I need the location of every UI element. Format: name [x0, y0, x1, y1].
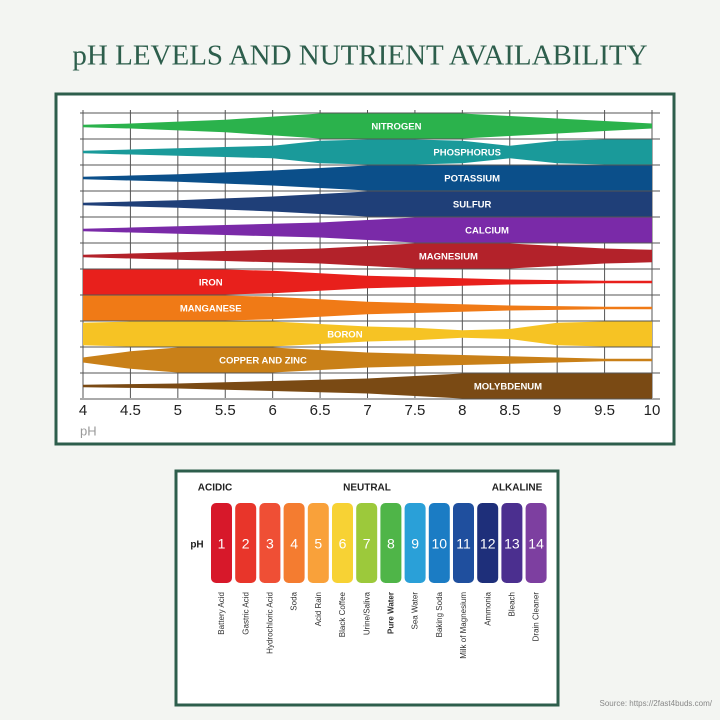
ph-number: 14: [528, 536, 544, 552]
x-tick-label: 4: [79, 402, 87, 419]
ph-number: 8: [387, 536, 395, 552]
band: [83, 165, 652, 191]
ph-pill: [380, 503, 402, 583]
band: [83, 321, 652, 347]
ph-example: Drain Cleaner: [532, 592, 541, 642]
ph-label: pH: [190, 540, 203, 551]
ph-example: Black Coffee: [338, 591, 347, 637]
x-tick-label: 6.5: [310, 402, 331, 419]
ph-number: 11: [456, 536, 471, 552]
ph-number: 4: [290, 536, 298, 552]
ph-number: 2: [242, 536, 250, 552]
ph-pill: [211, 503, 232, 583]
band-label: IRON: [199, 278, 223, 289]
ph-number: 3: [266, 536, 274, 552]
x-axis-label: pH: [80, 423, 97, 438]
band: [83, 217, 652, 243]
x-tick-label: 9.5: [594, 402, 615, 419]
band-label: COPPER AND ZINC: [219, 356, 307, 367]
ph-example: Gastric Acid: [241, 592, 250, 635]
ph-example: Ammonia: [483, 591, 492, 625]
ph-number: 13: [504, 536, 520, 552]
ph-number: 1: [218, 536, 226, 552]
band-label: NITROGEN: [371, 122, 421, 133]
band-label: POTASSIUM: [444, 174, 500, 185]
ph-pill: [307, 503, 329, 583]
ph-pill: [259, 503, 281, 583]
ph-example: Urine/Saliva: [362, 591, 371, 635]
x-tick-label: 7.5: [404, 402, 425, 419]
ph-example: Hydrochloric Acid: [266, 592, 275, 654]
ph-number: 12: [480, 536, 496, 552]
ph-example: Battery Acid: [217, 592, 226, 635]
ph-pill: [428, 503, 450, 583]
ph-pill: [453, 503, 474, 583]
x-tick-label: 8: [458, 402, 466, 419]
band: [83, 113, 652, 139]
band: [83, 373, 652, 399]
title: pH LEVELS AND NUTRIENT AVAILABILITY: [72, 40, 647, 72]
band-label: CALCIUM: [465, 226, 509, 237]
band: [83, 269, 652, 295]
ph-example: Milk of Magnesium: [459, 592, 468, 659]
ph-example: Baking Soda: [435, 591, 444, 637]
band: [83, 347, 652, 373]
x-tick-label: 10: [644, 402, 661, 419]
ph-number: 9: [411, 536, 419, 552]
x-tick-label: 5: [174, 402, 182, 419]
ph-example: Soda: [290, 591, 299, 610]
band-label: MANGANESE: [180, 304, 242, 315]
band: [83, 139, 652, 165]
ph-number: 6: [339, 536, 347, 552]
band-label: SULFUR: [453, 200, 492, 211]
band-label: MOLYBDENUM: [474, 382, 542, 393]
ph-example: Sea Water: [411, 592, 420, 630]
x-tick-label: 7: [363, 402, 371, 419]
ph-pill: [235, 503, 257, 583]
band-label: PHOSPHORUS: [433, 148, 501, 159]
band: [83, 243, 652, 269]
ph-number: 5: [314, 536, 322, 552]
ph-pill: [404, 503, 426, 583]
ph-number: 7: [363, 536, 371, 552]
band: [83, 191, 652, 217]
ph-pill: [501, 503, 523, 583]
x-tick-label: 8.5: [499, 402, 520, 419]
acidic-label: ACIDIC: [198, 483, 232, 494]
band: [83, 295, 652, 321]
ph-pill: [283, 503, 305, 583]
ph-pill: [525, 503, 547, 583]
ph-pill: [477, 503, 499, 583]
x-tick-label: 6: [268, 402, 276, 419]
alkaline-label: ALKALINE: [492, 483, 543, 494]
ph-pill: [356, 503, 378, 583]
source: Source: https://2fast4buds.com/: [599, 699, 712, 708]
ph-pill: [332, 503, 353, 583]
ph-number: 10: [432, 536, 448, 552]
x-tick-label: 4.5: [120, 402, 141, 419]
ph-example: Pure Water: [387, 592, 396, 634]
band-label: BORON: [327, 330, 363, 341]
band-label: MAGNESIUM: [419, 252, 478, 263]
x-tick-label: 9: [553, 402, 561, 419]
x-tick-label: 5.5: [215, 402, 236, 419]
neutral-label: NEUTRAL: [343, 483, 391, 494]
ph-example: Bleach: [508, 592, 517, 616]
ph-example: Acid Rain: [314, 592, 323, 626]
